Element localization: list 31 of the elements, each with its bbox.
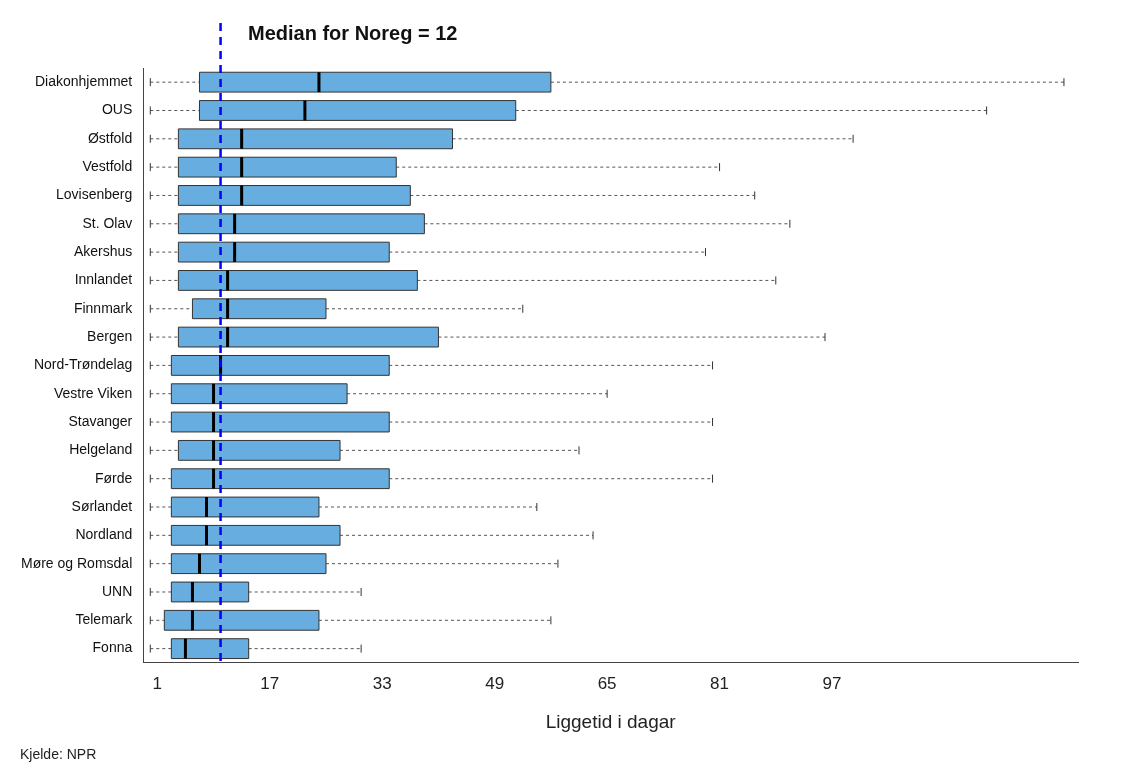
x-tick-label: 33 bbox=[372, 673, 392, 693]
y-tick-label: Fonna bbox=[92, 639, 133, 656]
x-tick-label: 81 bbox=[710, 673, 730, 693]
y-tick-label: Telemark bbox=[75, 611, 134, 628]
chart-title: Median for Noreg = 12 bbox=[248, 22, 458, 45]
y-tick-label: Akershus bbox=[73, 242, 133, 259]
text: Kjelde: NPR bbox=[20, 746, 97, 762]
y-tick-label: Nordland bbox=[75, 526, 133, 543]
y-tick-label: Bergen bbox=[87, 327, 133, 344]
x-axis-title: Liggetid i dagar bbox=[545, 710, 677, 732]
y-tick-label: UNN bbox=[101, 582, 133, 599]
y-tick-label: Nord-Trøndelag bbox=[33, 356, 133, 373]
y-tick-label: Østfold bbox=[87, 129, 133, 146]
x-tick-label: 17 bbox=[260, 673, 280, 693]
y-tick-label: Diakonhjemmet bbox=[34, 73, 133, 90]
x-tick-label: 1 bbox=[152, 673, 163, 693]
y-tick-label: Førde bbox=[94, 469, 133, 486]
y-tick-label: St. Olav bbox=[82, 214, 133, 231]
y-tick-label: Møre og Romsdal bbox=[20, 554, 133, 571]
y-tick-label: Innlandet bbox=[74, 271, 133, 288]
x-tick-label: 97 bbox=[822, 673, 842, 693]
y-tick-label: Stavanger bbox=[68, 412, 133, 429]
y-tick-label: Sørlandet bbox=[71, 497, 133, 514]
y-tick-label: Helgeland bbox=[69, 441, 133, 458]
y-tick-label: Finnmark bbox=[73, 299, 134, 316]
x-tick-label: 49 bbox=[485, 673, 505, 693]
y-tick-label: Lovisenberg bbox=[55, 186, 133, 203]
x-tick-label: 65 bbox=[597, 673, 617, 693]
y-tick-label: Vestfold bbox=[82, 157, 133, 174]
y-tick-label: Vestre Viken bbox=[53, 384, 133, 401]
y-tick-label: OUS bbox=[101, 101, 133, 118]
